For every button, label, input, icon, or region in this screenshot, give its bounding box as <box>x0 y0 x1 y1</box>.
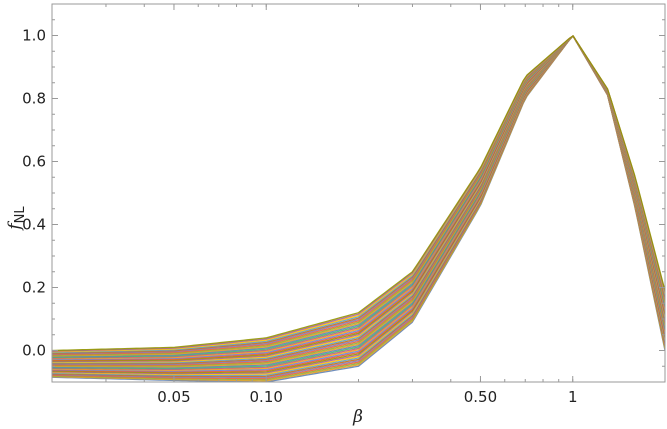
y-axis-label-main: f <box>5 221 25 232</box>
y-tick-label: 0.6 <box>22 153 46 171</box>
curves <box>52 34 665 382</box>
y-tick-label: 1.0 <box>22 27 46 45</box>
x-axis-label: β <box>352 407 363 427</box>
y-axis-ticks: 0.0 0.2 0.4 0.6 0.8 1.0 <box>22 3 665 383</box>
x-tick-label: 0.10 <box>250 388 283 406</box>
y-axis-label: fNL <box>5 206 28 232</box>
y-tick-label: 0.2 <box>22 279 46 297</box>
x-tick-label: 1 <box>568 388 578 406</box>
y-tick-label: 0.4 <box>22 216 46 234</box>
curve-40 <box>52 35 665 352</box>
x-axis-ticks: 0.05 0.10 0.50 1 <box>51 4 666 406</box>
y-axis-label-subscript: NL <box>13 206 28 224</box>
x-tick-label: 0.50 <box>464 388 497 406</box>
y-tick-label: 0.8 <box>22 90 46 108</box>
y-tick-label: 0.0 <box>22 342 46 360</box>
x-tick-label: 0.05 <box>157 388 190 406</box>
